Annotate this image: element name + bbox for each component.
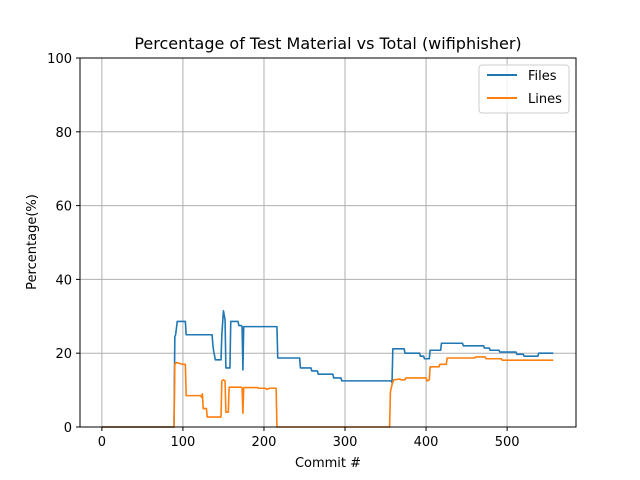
y-tick-label: 40: [55, 273, 72, 288]
x-tick-label: 200: [252, 435, 277, 450]
y-tick-label: 60: [55, 200, 72, 215]
y-tick-label: 0: [64, 421, 72, 436]
series-lines: [101, 309, 554, 428]
x-axis-title: Commit #: [295, 456, 361, 471]
y-axis-title: Percentage(%): [25, 194, 40, 290]
axis-ticks: 0 100 200 300 400 500 0 20 40 60 80 100: [47, 52, 519, 450]
grid-lines: [80, 57, 576, 428]
plot-frame: [79, 57, 577, 428]
x-tick-label: 0: [98, 435, 106, 450]
series-line-files: [101, 309, 554, 428]
y-tick-label: 20: [55, 347, 72, 362]
x-tick-label: 300: [333, 435, 358, 450]
legend: Files Lines: [478, 64, 570, 114]
series-line-lines: [101, 356, 554, 428]
x-tick-label: 500: [495, 435, 520, 450]
x-tick-label: 100: [171, 435, 196, 450]
y-tick-label: 100: [47, 52, 72, 67]
legend-box: [478, 64, 570, 114]
chart-title: Percentage of Test Material vs Total (wi…: [134, 34, 521, 53]
legend-label-lines: Lines: [528, 92, 562, 107]
y-tick-label: 80: [55, 126, 72, 141]
x-tick-label: 400: [414, 435, 439, 450]
legend-label-files: Files: [528, 69, 557, 84]
